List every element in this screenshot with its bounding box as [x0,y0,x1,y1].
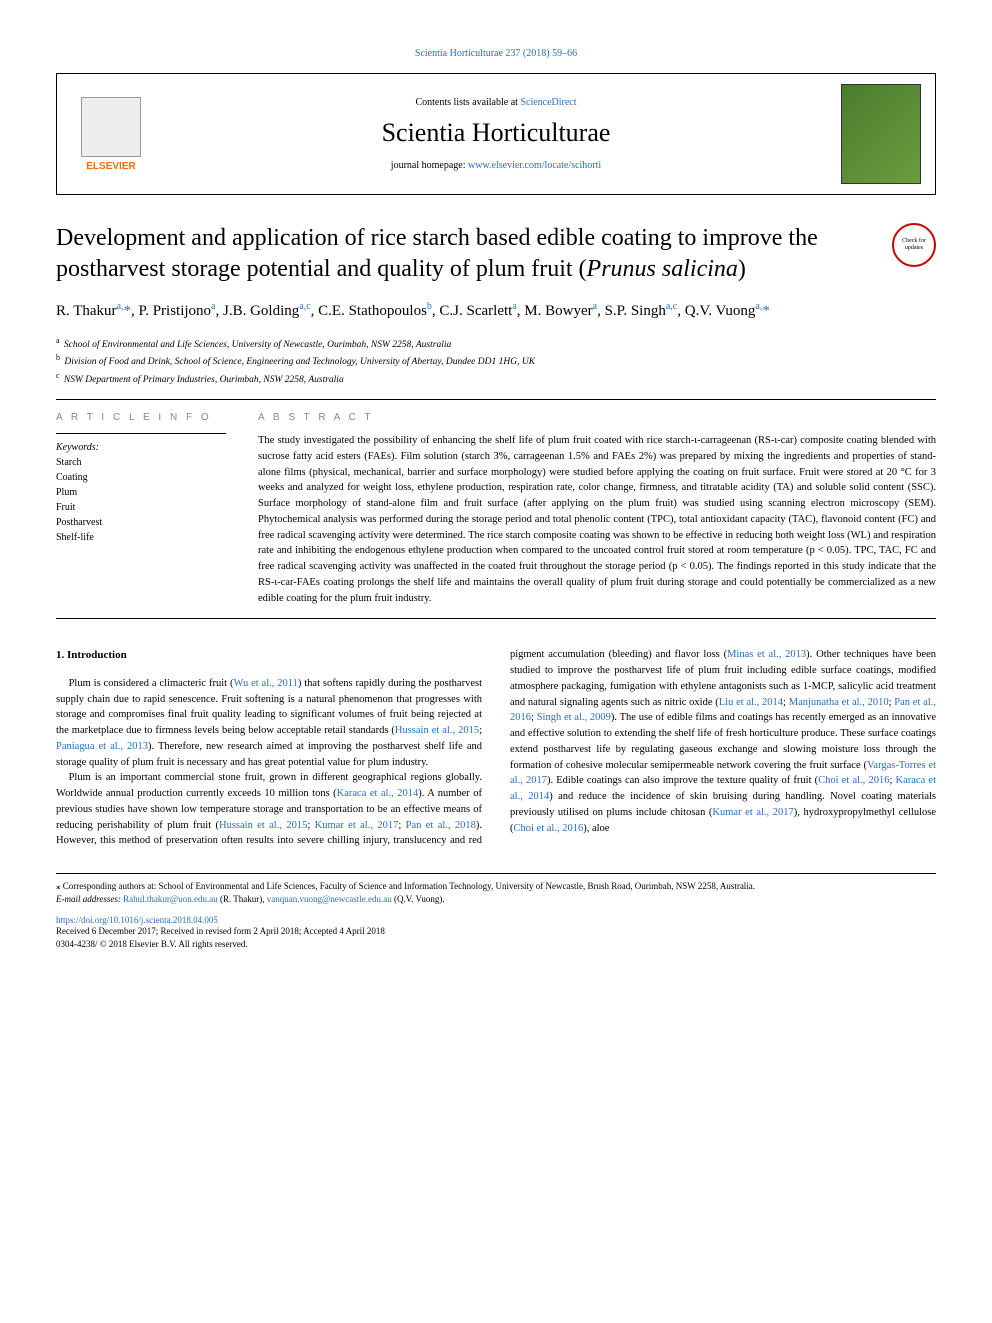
title-post: ) [738,256,746,282]
intro-heading: 1. Introduction [56,647,482,664]
keyword: Shelf-life [56,530,226,545]
abstract-text: The study investigated the possibility o… [258,433,936,606]
ref-karaca2014a[interactable]: Karaca et al., 2014 [337,788,419,799]
ref-liu2014[interactable]: Liu et al., 2014 [719,697,783,708]
journal-header: ELSEVIER Contents lists available at Sci… [56,73,936,195]
abstract-label: A B S T R A C T [258,412,936,423]
ref-hussain2015b[interactable]: Hussain et al., 2015 [219,820,307,831]
check-updates-badge[interactable]: Check for updates [892,223,936,267]
copyright-line: 0304-4238/ © 2018 Elsevier B.V. All righ… [56,938,936,951]
email2-name: (Q.V. Vuong). [392,894,445,904]
homepage-line: journal homepage: www.elsevier.com/locat… [151,160,841,171]
email-line: E-mail addresses: Rahul.thakur@uon.edu.a… [56,893,936,906]
keyword: Plum [56,485,226,500]
journal-name: Scientia Horticulturae [151,118,841,148]
p1-sep1: ; [479,725,482,736]
ref-wu2011[interactable]: Wu et al., 2011 [233,678,297,689]
p2-end: ), aloe [583,823,609,834]
affiliation: c NSW Department of Primary Industries, … [56,370,936,387]
homepage-link[interactable]: www.elsevier.com/locate/scihorti [468,160,601,171]
ref-choi2016a[interactable]: Choi et al., 2016 [818,775,889,786]
elsevier-logo: ELSEVIER [71,84,151,184]
ref-kumar2017a[interactable]: Kumar et al., 2017 [315,820,399,831]
p2-mid5: ). Edible coatings can also improve the … [547,775,818,786]
footnotes: ⁎ Corresponding authors at: School of En… [56,880,936,905]
keywords-label: Keywords: [56,442,226,453]
homepage-prefix: journal homepage: [391,160,468,171]
ref-paniagua2013[interactable]: Paniagua et al., 2013 [56,741,148,752]
ref-minas2013[interactable]: Minas et al., 2013 [727,649,806,660]
affiliation: a School of Environmental and Life Scien… [56,335,936,352]
email-label: E-mail addresses: [56,894,123,904]
email-thakur[interactable]: Rahul.thakur@uon.edu.au [123,894,218,904]
article-info-label: A R T I C L E I N F O [56,412,226,423]
email1-name: (R. Thakur), [218,894,267,904]
ref-manjunatha2010[interactable]: Manjunatha et al., 2010 [789,697,889,708]
doi-link[interactable]: https://doi.org/10.1016/j.scienta.2018.0… [56,915,218,925]
journal-cover-thumb [841,84,921,184]
corresponding-note: ⁎ Corresponding authors at: School of En… [56,880,936,893]
keyword: Fruit [56,500,226,515]
affiliations: a School of Environmental and Life Scien… [56,335,936,387]
keyword: Coating [56,470,226,485]
title-species: Prunus salicina [587,256,738,282]
doi-line: https://doi.org/10.1016/j.scienta.2018.0… [56,915,936,925]
intro-p1: Plum is considered a climacteric fruit (… [56,676,482,771]
check-updates-l1: Check for [902,238,926,245]
journal-citation: Scientia Horticulturae 237 (2018) 59–66 [56,48,936,59]
keyword: Starch [56,455,226,470]
authors: R. Thakura,*, P. Pristijonoa, J.B. Goldi… [56,299,936,323]
contents-line: Contents lists available at ScienceDirec… [151,97,841,108]
ref-choi2016b[interactable]: Choi et al., 2016 [514,823,584,834]
rule-top [56,399,936,400]
p1-pre: Plum is considered a climacteric fruit ( [69,678,234,689]
ref-pan2018[interactable]: Pan et al., 2018 [406,820,476,831]
keywords-rule [56,433,226,434]
received-line: Received 6 December 2017; Received in re… [56,925,936,938]
ref-singh2009[interactable]: Singh et al., 2009 [537,712,611,723]
ref-hussain2015a[interactable]: Hussain et al., 2015 [395,725,479,736]
rule-bottom [56,618,936,619]
keywords-list: StarchCoatingPlumFruitPostharvestShelf-l… [56,455,226,545]
sciencedirect-link[interactable]: ScienceDirect [520,97,576,108]
elsevier-label: ELSEVIER [86,161,135,172]
p2-sep1: ; [307,820,314,831]
body-columns: 1. Introduction Plum is considered a cli… [56,647,936,849]
email-vuong[interactable]: vanquan.vuong@newcastle.edu.au [267,894,392,904]
footnote-rule [56,873,936,874]
ref-kumar2017b[interactable]: Kumar et al., 2017 [712,807,793,818]
elsevier-tree-icon [81,97,141,157]
affiliation: b Division of Food and Drink, School of … [56,352,936,369]
check-updates-l2: updates [905,245,923,252]
contents-prefix: Contents lists available at [415,97,520,108]
keyword: Postharvest [56,515,226,530]
article-title: Development and application of rice star… [56,223,876,285]
p2-sep2: ; [398,820,405,831]
